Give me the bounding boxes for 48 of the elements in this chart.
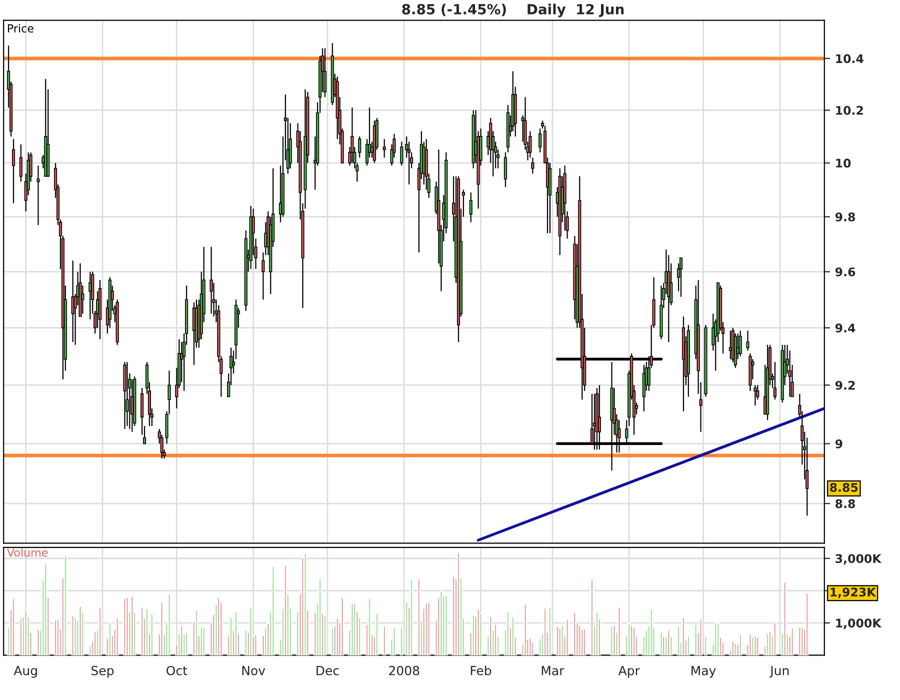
- candlestick: [538, 128, 542, 153]
- chart-title: 8.85 (-1.45%) Daily 12 Jun: [402, 4, 624, 18]
- candlestick: [400, 141, 404, 166]
- x-tick-label: Dec: [316, 666, 339, 676]
- x-tick-label: Mar: [542, 666, 564, 676]
- annotation: 8.85: [830, 482, 858, 492]
- candlestick: [323, 48, 327, 98]
- y-tick-label: 8.8: [836, 499, 855, 508]
- y-tick-label: 9.8: [835, 212, 855, 222]
- x-tick-label: 2008: [389, 666, 420, 676]
- candlestick: [738, 330, 742, 357]
- y-axis-title: Volume: [6, 548, 48, 557]
- y-tick-label: 10: [836, 158, 851, 168]
- x-tick-label: Sep: [92, 666, 114, 678]
- y-tick-label: 9.2: [835, 380, 855, 390]
- candlestick: [773, 361, 776, 400]
- y-tick-label: 10.4: [836, 54, 864, 64]
- candlestick: [81, 285, 84, 314]
- candlestick: [469, 192, 472, 223]
- x-tick-label: Feb: [470, 666, 492, 676]
- y-tick-label: 9.6: [835, 267, 856, 276]
- x-tick-label: Aug: [14, 666, 37, 678]
- candlestick: [140, 387, 144, 436]
- y-tick-label: 9: [835, 439, 842, 448]
- candlestick: [382, 138, 386, 158]
- candlestick: [642, 364, 646, 412]
- candlestick: [12, 138, 16, 204]
- candlestick: [679, 257, 683, 298]
- candlestick: [126, 361, 129, 427]
- x-tick-label: Nov: [242, 666, 266, 676]
- x-tick-label: Apr: [618, 666, 640, 678]
- y-tick-label: 3,000K: [836, 554, 882, 565]
- x-tick-label: Oct: [166, 666, 188, 676]
- candlestick: [36, 165, 40, 226]
- annotation: 1,923K: [830, 588, 876, 598]
- y-axis-title: Price: [8, 24, 34, 33]
- candlestick: [358, 136, 362, 158]
- candlestick: [746, 330, 750, 352]
- x-tick-label: Jun: [769, 666, 789, 678]
- candlestick: [531, 157, 534, 174]
- candlestick: [210, 246, 213, 314]
- candlestick: [754, 384, 757, 406]
- x-tick-label: May: [692, 666, 716, 678]
- candlestick: [19, 144, 22, 182]
- y-tick-label: 1,000K: [836, 618, 882, 630]
- candlestick: [504, 152, 508, 188]
- y-tick-label: 10.2: [836, 106, 863, 115]
- y-tick-label: 9.4: [835, 324, 856, 332]
